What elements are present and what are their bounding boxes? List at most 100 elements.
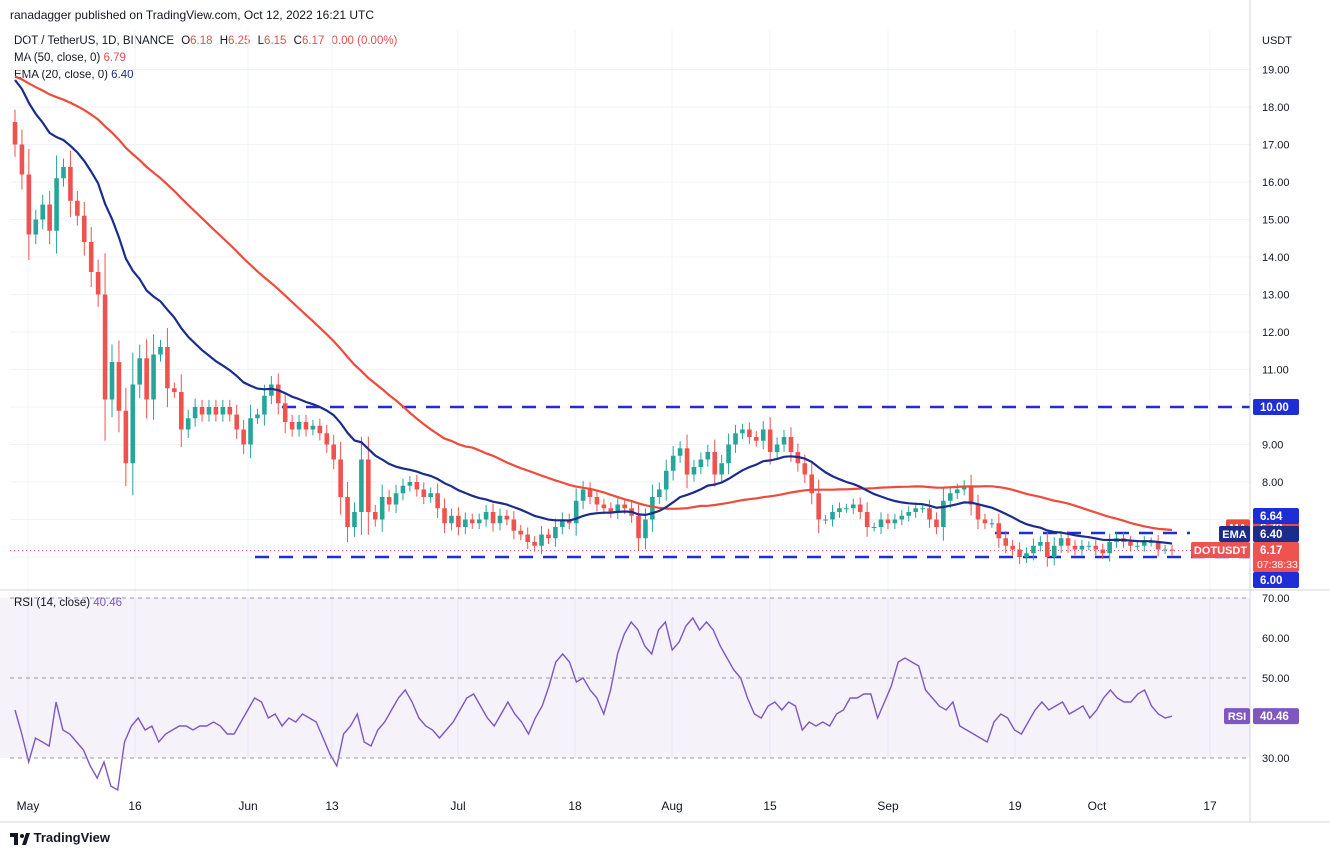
candle	[61, 158, 66, 187]
y-tick-label: 14.00	[1262, 252, 1290, 264]
candle	[379, 484, 385, 532]
candle	[615, 497, 621, 520]
candle	[1093, 539, 1099, 556]
candle	[560, 512, 565, 535]
candle	[906, 506, 912, 522]
candle	[608, 502, 614, 518]
candle	[102, 253, 108, 441]
candle	[504, 509, 510, 526]
candle	[345, 482, 350, 542]
candle	[144, 339, 149, 419]
candle	[483, 504, 489, 527]
symbol-name[interactable]: DOT / TetherUS, 1D, BINANCE	[14, 35, 174, 47]
x-tick-label: Oct	[1088, 799, 1107, 813]
svg-text:RSI: RSI	[1228, 711, 1246, 723]
price-badge: 10.00	[1253, 399, 1299, 415]
candle	[663, 459, 669, 501]
price-badge: DOTUSDT 6.17 07:38:33	[1191, 542, 1299, 572]
svg-text:10.00: 10.00	[1260, 402, 1289, 414]
candle	[518, 524, 524, 541]
candle	[712, 439, 718, 487]
candle	[941, 487, 946, 541]
candle	[12, 109, 18, 157]
candle	[220, 399, 226, 422]
candle	[88, 227, 94, 287]
candle	[442, 498, 447, 533]
open-label: O	[181, 35, 191, 47]
candle	[774, 437, 780, 460]
candle	[885, 513, 891, 530]
candle	[726, 433, 731, 475]
candle	[871, 522, 877, 532]
ema-legend[interactable]: EMA (20, close, 0) 6.40	[14, 69, 134, 81]
price-badge: EMA 6.40	[1219, 526, 1299, 542]
candle	[511, 511, 517, 540]
candle	[241, 419, 246, 455]
candle	[414, 474, 420, 497]
candle	[1155, 534, 1161, 557]
candle	[1100, 543, 1106, 560]
rsi-badge: RSI 40.46	[1224, 708, 1299, 725]
svg-text:6.17: 6.17	[1260, 545, 1282, 557]
price-badge: 6.00	[1253, 572, 1299, 588]
candle	[996, 513, 1002, 548]
candle	[837, 502, 842, 518]
candle	[830, 504, 835, 527]
candle	[989, 518, 995, 528]
candle	[435, 483, 440, 518]
x-tick-label: Aug	[661, 799, 682, 813]
rsi-tick-label: 30.00	[1262, 753, 1290, 765]
candle	[892, 513, 898, 530]
rsi-legend[interactable]: RSI (14, close) 40.46	[14, 597, 122, 609]
candle	[553, 518, 558, 547]
candle	[684, 434, 690, 489]
candle	[296, 414, 302, 437]
candle	[754, 431, 759, 447]
candle	[26, 149, 32, 260]
candle	[81, 202, 87, 256]
candle	[1058, 531, 1064, 553]
change-value: 0.00 (0.00%)	[331, 35, 398, 47]
ma50-line	[14, 75, 1173, 532]
x-tick-label: May	[17, 799, 40, 813]
candle	[331, 434, 336, 470]
candle	[54, 155, 59, 254]
ma-legend[interactable]: MA (50, close, 0) 6.79	[14, 52, 126, 64]
candle	[282, 392, 288, 434]
candle	[546, 528, 551, 545]
tradingview-mark-icon	[10, 832, 30, 845]
candle	[878, 512, 884, 535]
candle	[947, 486, 953, 508]
y-tick-label: 13.00	[1262, 290, 1290, 302]
candle	[421, 482, 427, 505]
tradingview-logo[interactable]: TradingView	[10, 830, 110, 845]
candle	[255, 408, 260, 425]
candle	[982, 513, 988, 530]
close-value: 6.17	[301, 35, 325, 47]
brand-name: TradingView	[33, 830, 110, 845]
rsi-line	[14, 616, 1173, 792]
candle	[172, 382, 177, 398]
candle	[1141, 536, 1147, 552]
candle	[407, 476, 413, 492]
candle	[151, 334, 156, 420]
candle	[310, 419, 316, 436]
candle	[1162, 545, 1168, 554]
candle	[33, 209, 39, 245]
candle	[809, 463, 815, 505]
candle	[573, 488, 579, 536]
candle	[1024, 547, 1029, 563]
candle	[844, 503, 849, 513]
x-tick-label: Jun	[238, 799, 257, 813]
candle	[47, 190, 52, 245]
candle	[490, 503, 496, 532]
candle	[719, 454, 724, 483]
x-tick-label: Jul	[450, 799, 465, 813]
candle	[137, 344, 143, 399]
svg-text:6.40: 6.40	[1260, 529, 1282, 541]
candle	[636, 503, 641, 551]
rsi-value: 40.46	[93, 597, 123, 609]
candle	[185, 409, 191, 438]
y-tick-label: 8.00	[1262, 477, 1283, 489]
